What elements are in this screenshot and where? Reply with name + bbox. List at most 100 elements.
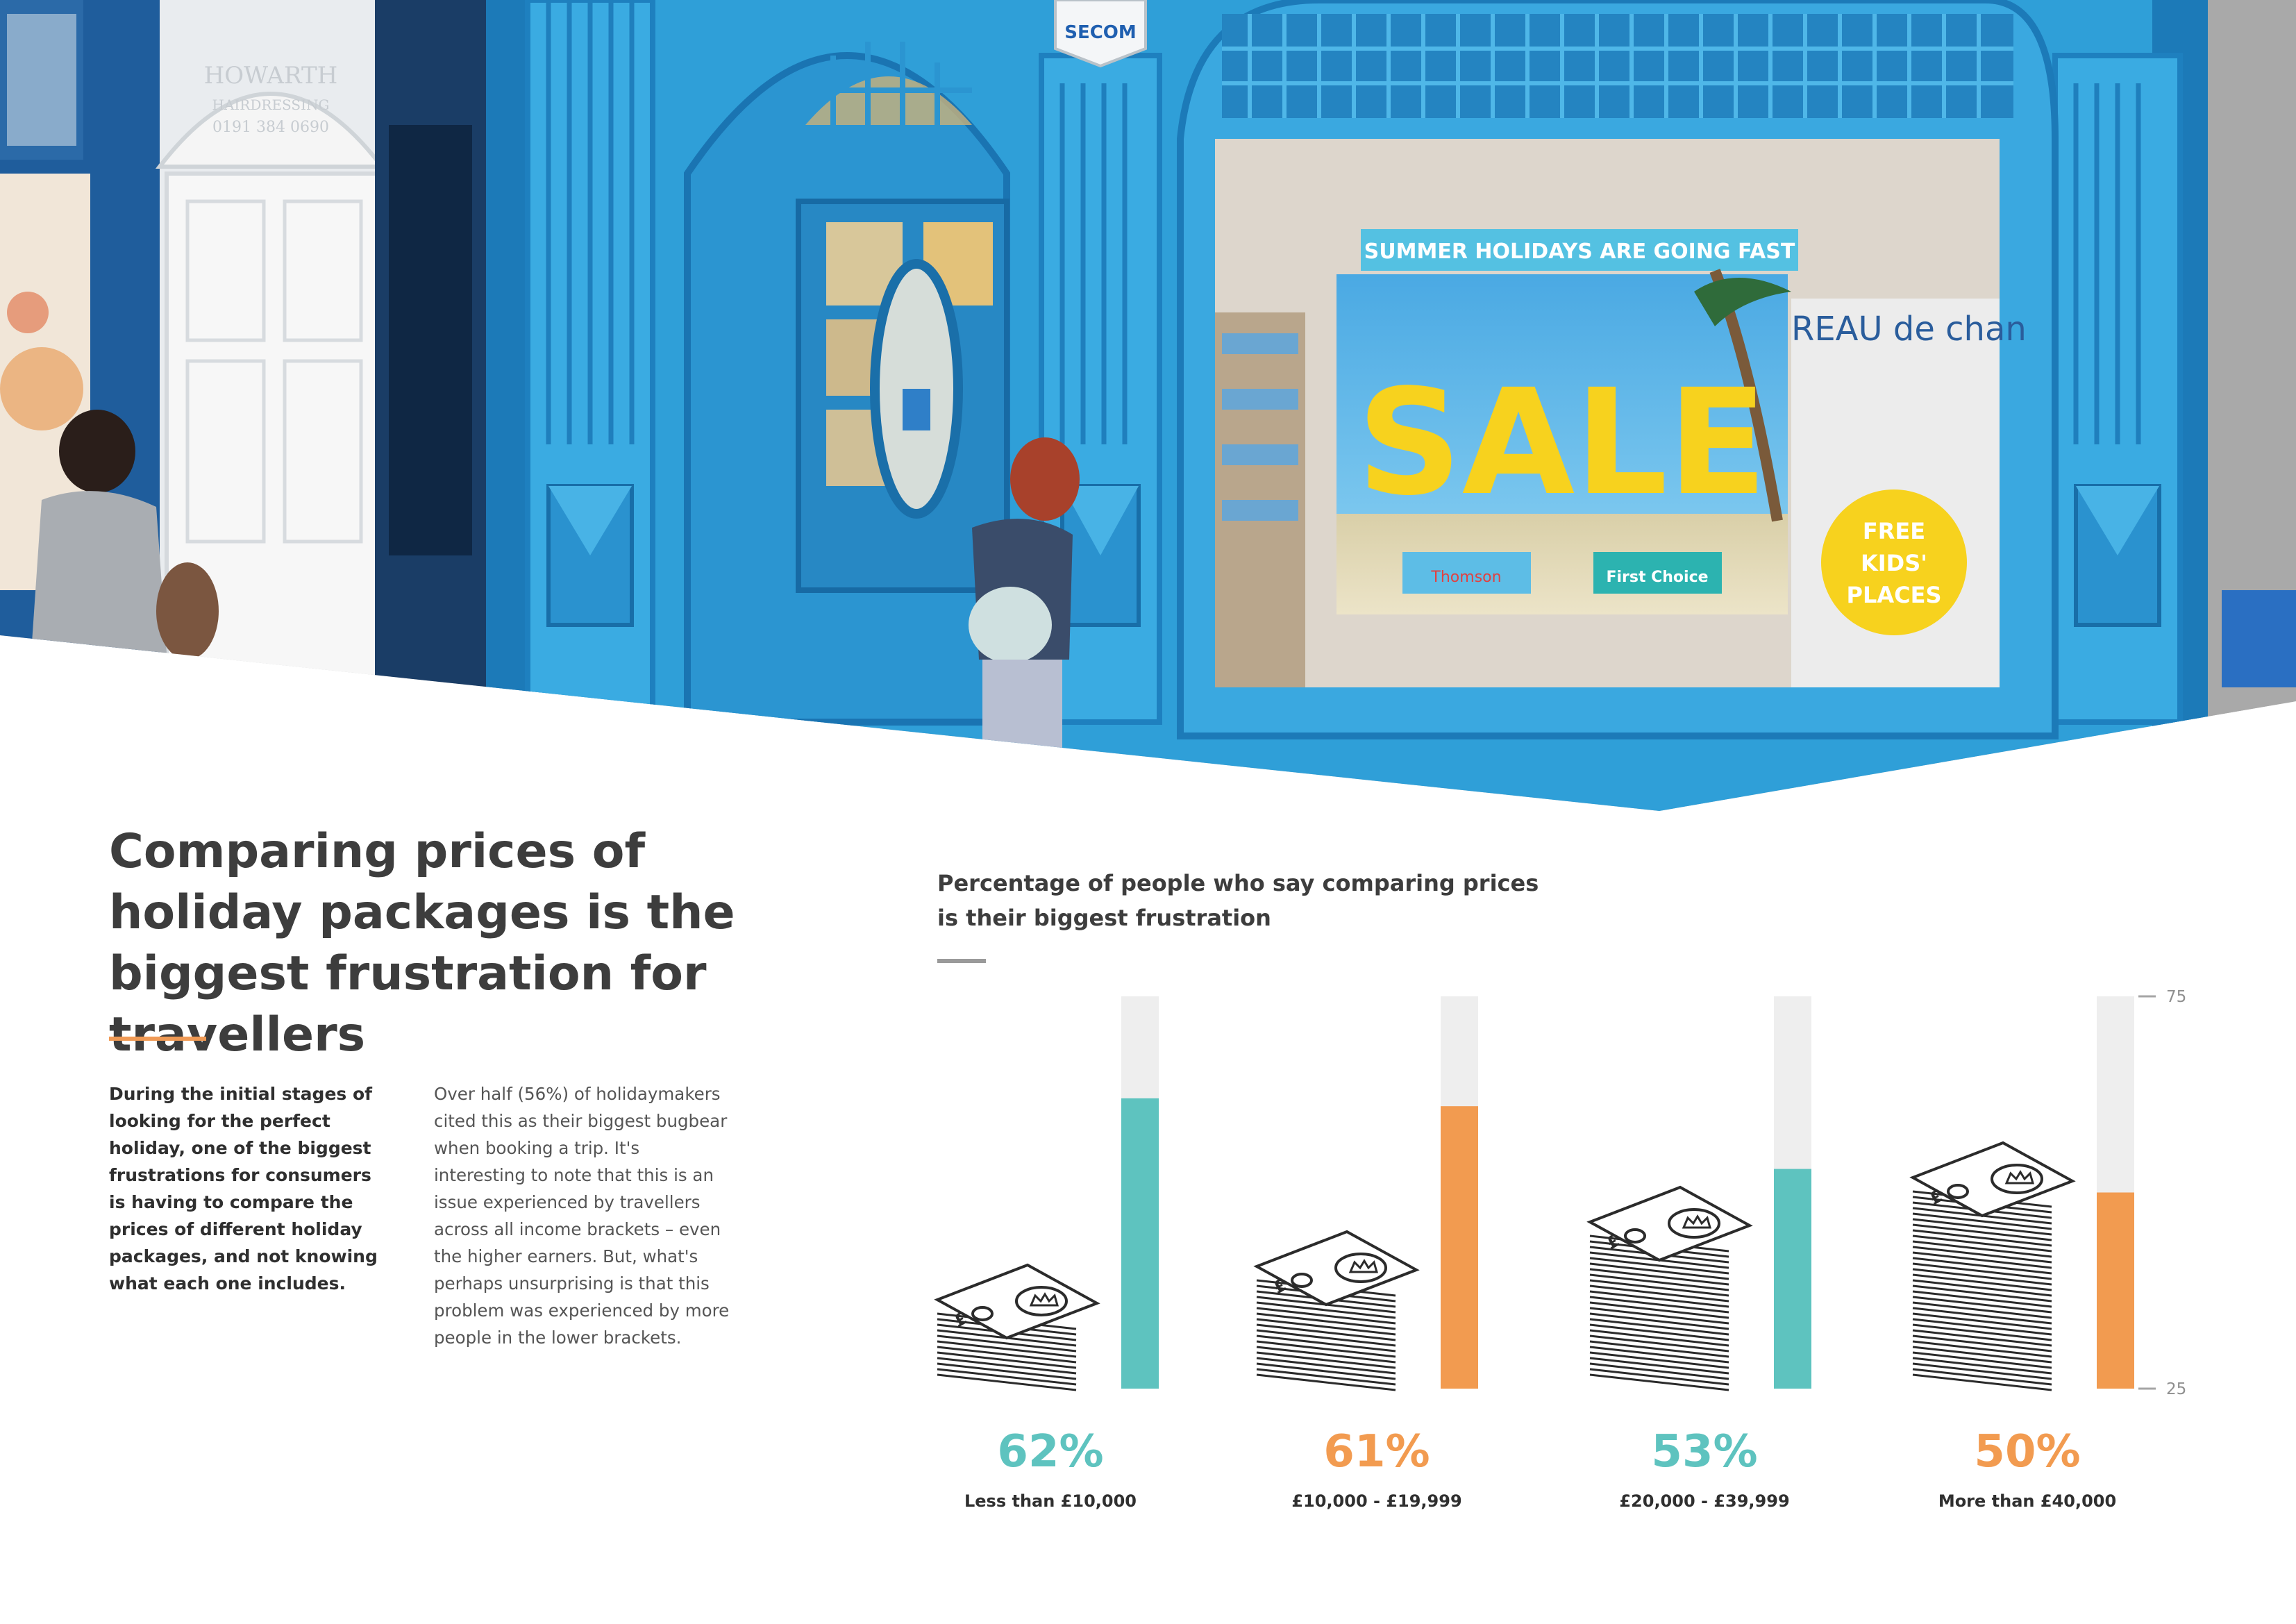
- banknote-edge: [937, 1351, 1077, 1369]
- banknote-edge: [1589, 1284, 1729, 1303]
- category-label: Less than £10,000: [964, 1491, 1137, 1511]
- banknote-edge: [1589, 1296, 1729, 1314]
- banknote-edge: [1912, 1234, 2052, 1253]
- banknote-edge: [937, 1334, 1077, 1353]
- bar: [1441, 1106, 1478, 1389]
- banknote-edge: [1256, 1323, 1396, 1341]
- banknote-edge: [937, 1340, 1077, 1358]
- banknote-edge: [937, 1373, 1077, 1391]
- crown-icon: [1682, 1214, 1711, 1229]
- banknote-edge: [1589, 1373, 1729, 1391]
- banknote-edge: [1912, 1296, 2052, 1314]
- crown-icon: [1348, 1259, 1378, 1273]
- banknote-edge: [1912, 1268, 2052, 1286]
- chart-title-divider: [937, 959, 986, 963]
- hero-photo: HOWARTH HAIRDRESSING 0191 384 0690: [0, 0, 2296, 811]
- y-tick-label: 25: [2166, 1380, 2186, 1398]
- banknote-edge: [1589, 1318, 1729, 1336]
- banknote-edge: [1256, 1362, 1396, 1380]
- banknote-edge: [1912, 1373, 2052, 1391]
- banknote-edge: [1912, 1229, 2052, 1247]
- value-label: 61%: [1323, 1426, 1430, 1477]
- banknote-edge: [1589, 1262, 1729, 1280]
- banknote-edge: [1589, 1290, 1729, 1308]
- banknote-edge: [1256, 1368, 1396, 1386]
- banknote-edge: [1912, 1218, 2052, 1236]
- banknote-edge: [1912, 1351, 2052, 1369]
- sale-text: SALE: [1357, 358, 1767, 528]
- bureau-text: REAU de chan: [1791, 310, 2027, 349]
- bar: [1121, 1098, 1159, 1389]
- banknote-edge: [1589, 1329, 1729, 1347]
- banknote-crown-circle: [1991, 1164, 2043, 1194]
- banknote-edge: [1256, 1334, 1396, 1353]
- banknote-edge: [1912, 1346, 2052, 1364]
- banknote-edge: [1589, 1357, 1729, 1375]
- title-divider: [109, 1037, 206, 1041]
- banknote-edge: [937, 1368, 1077, 1386]
- brand-1: Thomson: [1430, 569, 1501, 586]
- banknote-edge: [1912, 1246, 2052, 1264]
- pedestrian-right: [969, 437, 1080, 757]
- banknote-crown-circle: [1015, 1286, 1068, 1316]
- hair-shop-sub: HAIRDRESSING: [212, 97, 330, 113]
- banknote-edge: [1912, 1262, 2052, 1280]
- banknote-edge: [1912, 1362, 2052, 1380]
- hair-shop-phone: 0191 384 0690: [212, 119, 329, 136]
- banknote-edge: [1912, 1323, 2052, 1341]
- banknote-edge: [1256, 1318, 1396, 1336]
- banknote-edge: [937, 1357, 1077, 1375]
- banknote-stack-icon: £: [1253, 1230, 1420, 1391]
- banknote-edge: [1589, 1279, 1729, 1297]
- banknote-edge: [1912, 1290, 2052, 1308]
- banknote-edge: [1912, 1257, 2052, 1275]
- banknote-edge: [1912, 1212, 2052, 1230]
- banknote-stack-icon: £: [1909, 1141, 2076, 1391]
- chart-title: Percentage of people who say comparing p…: [937, 870, 1539, 931]
- crown-icon: [2004, 1170, 2034, 1184]
- banknote-edge: [1256, 1351, 1396, 1369]
- brand-2: First Choice: [1606, 569, 1708, 586]
- income-bracket-chart: 75 25 £62% Less than £10,000 £61% £10,000 - £…: [903, 972, 2222, 1527]
- banknote-edge: [1912, 1284, 2052, 1303]
- banknote-edge: [1589, 1273, 1729, 1291]
- banknote-edge: [1589, 1323, 1729, 1341]
- banknote-edge: [1912, 1279, 2052, 1297]
- banknote-dot: [1624, 1228, 1646, 1244]
- hair-shop-name: HOWARTH: [204, 62, 338, 90]
- banknote-edge: [1589, 1312, 1729, 1330]
- pedestrian-left: [31, 410, 219, 660]
- crown-icon: [1029, 1292, 1059, 1307]
- circle-line-2: KIDS': [1861, 550, 1927, 576]
- circle-line-3: PLACES: [1847, 582, 1942, 608]
- bar: [1774, 1169, 1811, 1389]
- banknote-edge: [1912, 1307, 2052, 1325]
- banknote-edge: [1256, 1329, 1396, 1347]
- banknote-edge: [1912, 1357, 2052, 1375]
- banknote-edge: [1589, 1334, 1729, 1353]
- banknote-edge: [1912, 1251, 2052, 1269]
- banner-text: SUMMER HOLIDAYS ARE GOING FAST: [1364, 240, 1795, 264]
- banknote-edge: [1589, 1346, 1729, 1364]
- banknote-edge: [1256, 1357, 1396, 1375]
- banknote-edge: [1256, 1373, 1396, 1391]
- page-title: Comparing prices of holiday packages is …: [109, 824, 735, 1062]
- banknote-edge: [1256, 1301, 1396, 1319]
- banknote-edge: [1589, 1362, 1729, 1380]
- value-label: 53%: [1651, 1426, 1757, 1477]
- alarm-label: SECOM: [1064, 22, 1137, 43]
- banknote-edge: [1912, 1329, 2052, 1347]
- banknote-dot: [1291, 1273, 1313, 1288]
- chart-canvas: 75 25 £62% Less than £10,000 £61% £10,000 - £…: [934, 988, 2186, 1511]
- banknote-edge: [1912, 1223, 2052, 1241]
- banknote-edge: [1589, 1351, 1729, 1369]
- value-label: 50%: [1974, 1426, 2080, 1477]
- banknote-stack-icon: £: [934, 1263, 1100, 1391]
- banknote-edge: [1912, 1368, 2052, 1386]
- banknote-edge: [1912, 1334, 2052, 1353]
- category-label: More than £40,000: [1938, 1491, 2116, 1511]
- banknote-edge: [1589, 1268, 1729, 1286]
- banknote-dot: [971, 1306, 994, 1321]
- banknote-crown-circle: [1668, 1208, 1720, 1239]
- banknote-edge: [937, 1362, 1077, 1380]
